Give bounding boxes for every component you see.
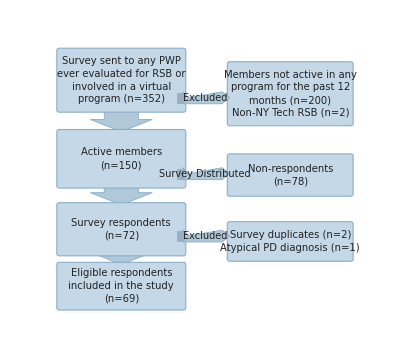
Polygon shape bbox=[90, 186, 152, 205]
FancyBboxPatch shape bbox=[57, 130, 186, 188]
Text: Members not active in any
program for the past 12
months (n=200)
Non-NY Tech RSB: Members not active in any program for th… bbox=[224, 70, 357, 118]
Polygon shape bbox=[183, 230, 230, 242]
Polygon shape bbox=[90, 110, 152, 132]
FancyBboxPatch shape bbox=[227, 154, 353, 196]
FancyBboxPatch shape bbox=[177, 169, 183, 179]
Text: Non-respondents
(n=78): Non-respondents (n=78) bbox=[248, 164, 333, 187]
Text: Survey sent to any PWP
ever evaluated for RSB or
involved in a virtual
program (: Survey sent to any PWP ever evaluated fo… bbox=[57, 56, 186, 105]
Polygon shape bbox=[183, 168, 230, 180]
Text: Survey duplicates (n=2)
Atypical PD diagnosis (n=1): Survey duplicates (n=2) Atypical PD diag… bbox=[220, 230, 360, 253]
FancyBboxPatch shape bbox=[57, 262, 186, 310]
Text: Survey Distributed: Survey Distributed bbox=[159, 169, 251, 179]
FancyBboxPatch shape bbox=[227, 222, 353, 261]
Polygon shape bbox=[90, 252, 152, 264]
Text: Excluded: Excluded bbox=[183, 231, 227, 241]
FancyBboxPatch shape bbox=[177, 231, 183, 241]
Text: Survey respondents
(n=72): Survey respondents (n=72) bbox=[72, 218, 171, 241]
Polygon shape bbox=[183, 92, 230, 104]
Text: Active members
(n=150): Active members (n=150) bbox=[81, 147, 162, 170]
FancyBboxPatch shape bbox=[57, 203, 186, 256]
FancyBboxPatch shape bbox=[57, 48, 186, 112]
Text: Excluded: Excluded bbox=[183, 93, 227, 103]
FancyBboxPatch shape bbox=[227, 62, 353, 126]
FancyBboxPatch shape bbox=[177, 93, 183, 103]
Text: Eligible respondents
included in the study
(n=69): Eligible respondents included in the stu… bbox=[68, 268, 174, 304]
